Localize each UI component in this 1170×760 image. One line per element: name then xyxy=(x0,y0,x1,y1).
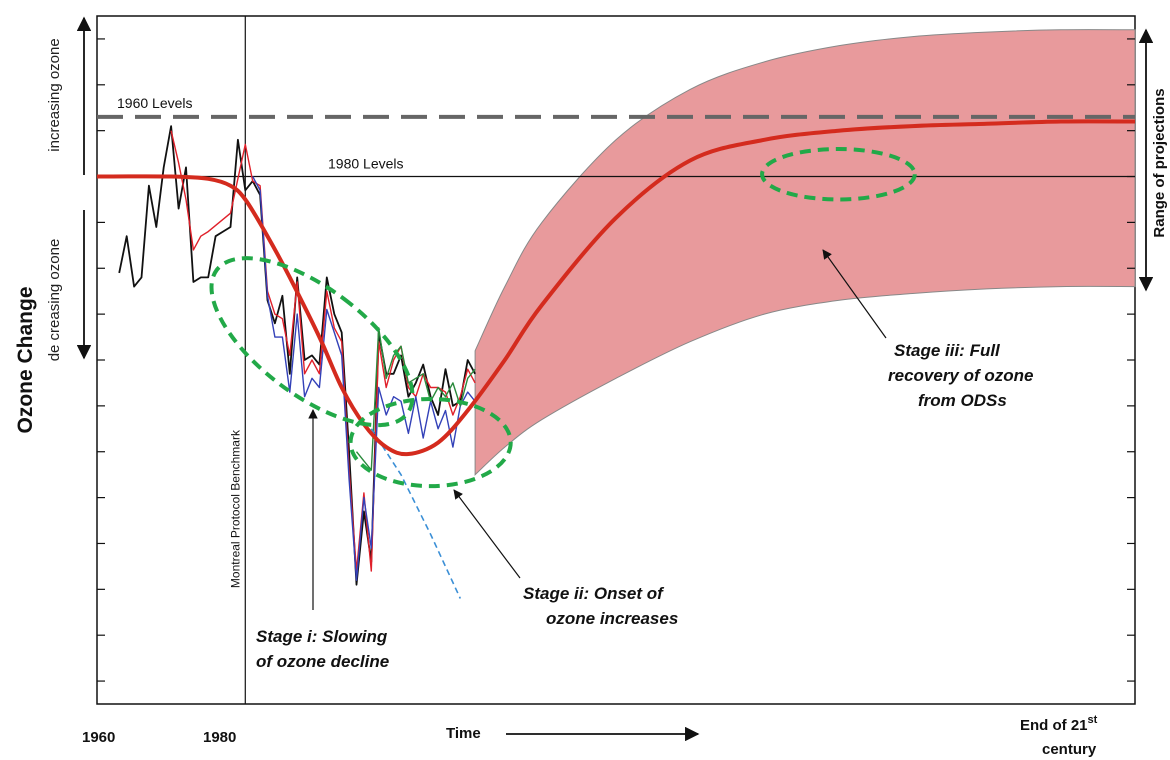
stage-i-label-line1: Stage i: Slowing xyxy=(256,627,388,646)
stage-ii-label-line1: Stage ii: Onset of xyxy=(523,584,665,603)
montreal-protocol-benchmark-label: Montreal Protocol Benchmark xyxy=(228,429,242,588)
stage-iii-highlight-ellipse xyxy=(760,147,917,202)
series-observation-line xyxy=(355,327,476,471)
x-end-label: End of 21st xyxy=(1020,714,1098,734)
left-axis-ticks xyxy=(97,38,105,682)
range-of-projections-label: Range of projections xyxy=(1151,88,1168,237)
y-axis-title: Ozone Change xyxy=(14,286,37,433)
projection-range-band xyxy=(474,29,1136,476)
series-model-mean-line xyxy=(96,119,1136,457)
label-1980-levels: 1980 Levels xyxy=(328,156,404,172)
series-layer xyxy=(96,119,1136,599)
y-axis-decreasing-label: de creasing ozone xyxy=(46,239,63,362)
x-end-label-line2: century xyxy=(1042,741,1097,758)
stage-ii-highlight-ellipse xyxy=(348,396,513,489)
right-axis-ticks xyxy=(1127,38,1135,682)
stage-ii-label-line2: ozone increases xyxy=(546,609,678,628)
stage-iii-label-line1: Stage iii: Full xyxy=(894,341,1001,360)
label-1960-levels: 1960 Levels xyxy=(117,95,193,111)
stage-i-highlight-ellipse xyxy=(209,256,415,428)
series-observation-line xyxy=(252,176,476,581)
x-end-label-sup: st xyxy=(1088,714,1098,726)
stage-iii-pointer-arrow xyxy=(822,249,887,339)
stage-iii-label-line3: from ODSs xyxy=(918,391,1007,410)
x-end-label-main: End of 21 xyxy=(1020,717,1088,734)
stage-ii-pointer-arrow xyxy=(453,489,521,579)
x-axis-title: Time xyxy=(446,725,481,742)
series-observation-line xyxy=(118,125,476,586)
x-tick-1960: 1960 xyxy=(82,729,115,746)
stage-highlight-ellipses xyxy=(209,147,917,489)
stage-iii-label-line2: recovery of ozone xyxy=(888,366,1034,385)
x-tick-1980: 1980 xyxy=(203,729,236,746)
y-axis-increasing-label: increasing ozone xyxy=(46,38,63,151)
stage-i-label-line2: of ozone decline xyxy=(256,652,389,671)
